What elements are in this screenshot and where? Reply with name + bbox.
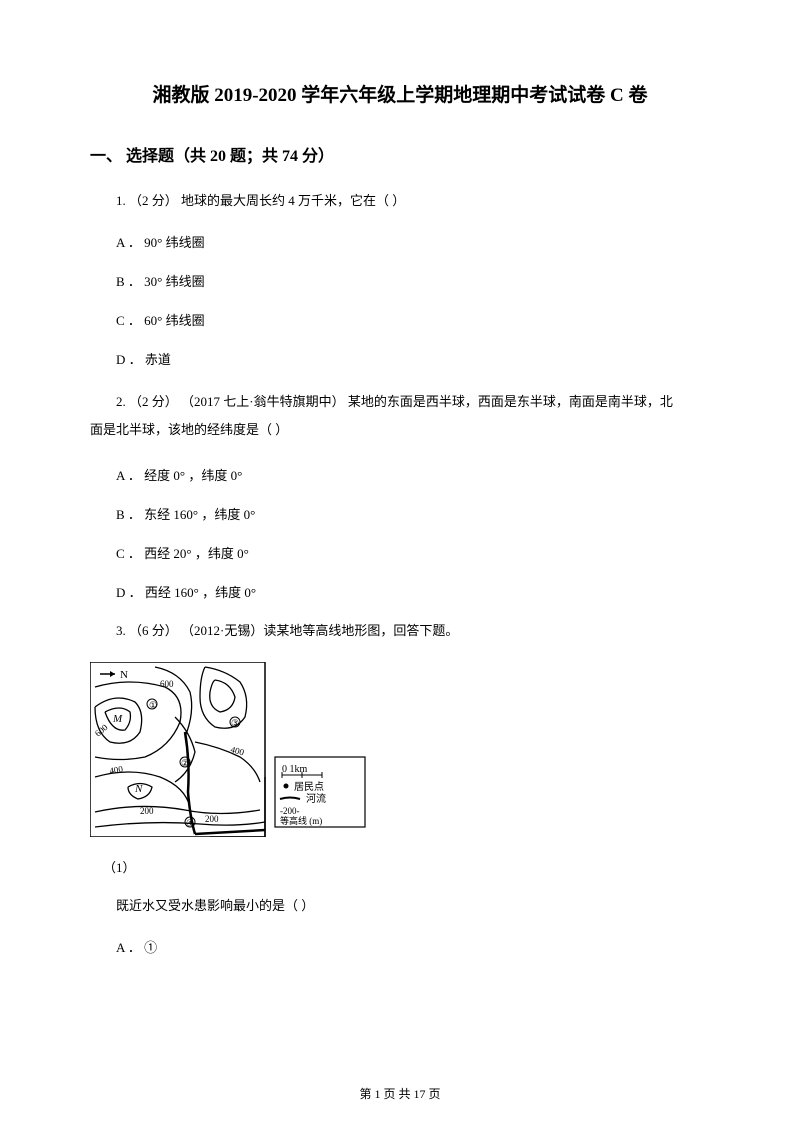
svg-text:N: N [134, 783, 143, 795]
page-title: 湘教版 2019-2020 学年六年级上学期地理期中考试试卷 C 卷 [90, 80, 710, 107]
svg-text:河流: 河流 [306, 792, 326, 805]
svg-text:N: N [120, 669, 128, 681]
q3-sub1: （1） [90, 857, 710, 876]
q2-option-c: C ． 西经 20° ，纬度 0° [90, 543, 710, 562]
q1-option-a: A ． 90° 纬线圈 [90, 232, 710, 251]
q2-line2: 面是北半球，该地的经纬度是（ ） [90, 422, 288, 437]
question-1: 1. （2 分） 地球的最大周长约 4 万千米，它在（ ） [90, 191, 710, 212]
svg-text:居民点: 居民点 [294, 781, 324, 793]
q2-option-a: A ． 经度 0° ，纬度 0° [90, 465, 710, 484]
svg-text:③: ③ [231, 718, 239, 728]
contour-map-svg: N M 600 600 ① 400 400 ② N [90, 662, 370, 837]
q2-option-b: B ． 东经 160° ，纬度 0° [90, 504, 710, 523]
svg-text:等高线 (m): 等高线 (m) [280, 815, 322, 826]
q1-option-c: C ． 60° 纬线圈 [90, 310, 710, 329]
q1-option-d: D ． 赤道 [90, 349, 710, 368]
contour-map-figure: N M 600 600 ① 400 400 ② N [90, 662, 710, 837]
question-2: 2. （2 分） （2017 七上·翁牛特旗期中） 某地的东面是西半球，西面是东… [90, 388, 710, 445]
svg-text:-200-: -200- [280, 806, 300, 816]
svg-text:M: M [112, 713, 123, 725]
q2-option-d: D ． 西经 160° ，纬度 0° [90, 582, 710, 601]
svg-text:200: 200 [205, 814, 219, 824]
svg-text:200: 200 [140, 806, 154, 816]
question-3: 3. （6 分） （2012·无锡）读某地等高线地形图，回答下题。 [90, 621, 710, 642]
svg-text:0 1km: 0 1km [282, 764, 308, 775]
svg-text:600: 600 [160, 679, 174, 689]
section-header: 一、 选择题（共 20 题；共 74 分） [90, 142, 710, 166]
svg-text:①: ① [149, 700, 157, 710]
q3-option-a: A ． ① [90, 937, 710, 956]
page-footer: 第 1 页 共 17 页 [0, 1085, 800, 1102]
q1-option-b: B ． 30° 纬线圈 [90, 271, 710, 290]
q2-line1: 2. （2 分） （2017 七上·翁牛特旗期中） 某地的东面是西半球，西面是东… [90, 388, 710, 417]
q3-subtext: 既近水又受水患影响最小的是（ ） [90, 896, 710, 917]
